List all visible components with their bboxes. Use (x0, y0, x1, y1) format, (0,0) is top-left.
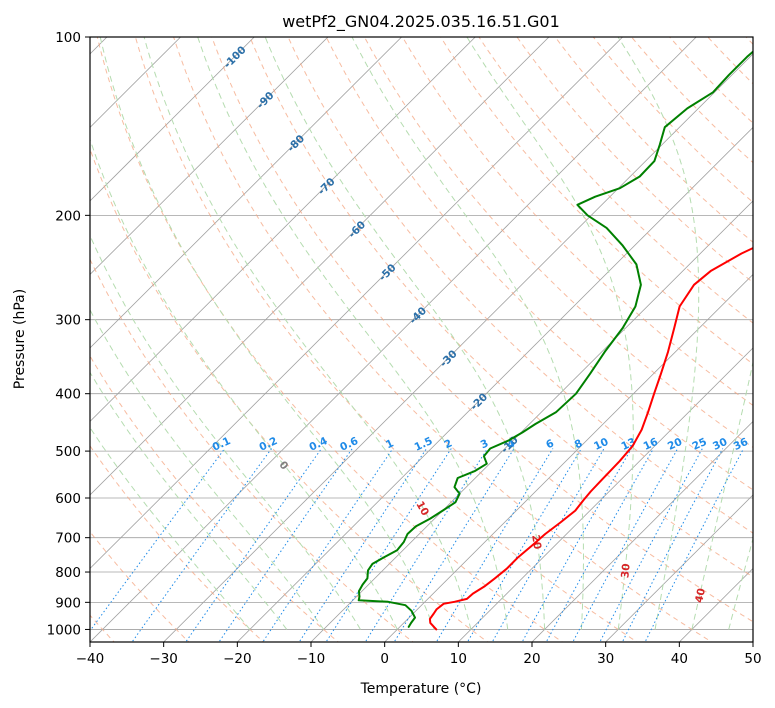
y-tick-label: 900 (55, 595, 81, 611)
y-tick-label: 200 (55, 208, 81, 224)
isotherm-line (90, 37, 255, 202)
mixing-ratio-label: 3 (479, 437, 491, 451)
moist-adiabat-line (691, 359, 753, 630)
mixing-ratio-label: 1 (384, 437, 396, 451)
dry-adiabat-line (287, 37, 753, 534)
moist-adiabat-line (351, 37, 584, 630)
x-tick-label: −40 (76, 651, 105, 667)
moist-adiabat-line (728, 536, 753, 630)
dry-adiabat-line (134, 37, 638, 642)
chart-title: wetPf2_GN04.2025.035.16.51.G01 (282, 12, 560, 32)
isotherm-line (90, 37, 403, 349)
mixing-ratio-line (185, 448, 322, 642)
isotherm-line (457, 347, 753, 642)
mixing-ratio-label: 8 (573, 437, 585, 451)
x-tick-label: 30 (597, 651, 614, 667)
dry-adiabat-line (90, 258, 414, 642)
x-tick-label: 50 (744, 651, 761, 667)
isotherm-line (90, 37, 624, 570)
y-tick-label: 700 (55, 531, 81, 547)
mixing-ratio-label: 16 (642, 436, 660, 453)
mixing-ratio-line (644, 448, 745, 642)
mixing-ratio-line (393, 448, 515, 642)
moist-adiabat-line (99, 37, 435, 630)
plot-frame (89, 36, 754, 643)
dewpoint-profile-line (357, 50, 753, 628)
x-tick-label: −20 (223, 651, 252, 667)
mixing-ratio-line (218, 448, 353, 642)
moist-adiabat-line (90, 234, 361, 630)
isotherm-line (90, 37, 329, 275)
mixing-ratio-line (364, 448, 488, 642)
isotherm-line (236, 126, 753, 642)
mixing-ratio-line (466, 448, 582, 642)
moist-adiabat-line (264, 37, 546, 630)
dry-adiabat-line (249, 37, 753, 578)
moist-adiabat-line (466, 37, 634, 630)
isotherm-line (90, 37, 476, 423)
moist-adiabat-line (90, 371, 288, 630)
mixing-ratio-label: 13 (619, 436, 637, 453)
mixing-ratio-line (621, 448, 724, 642)
moist-adiabat-line (90, 426, 251, 630)
mixing-ratio-line (521, 448, 632, 642)
isotherm-line (163, 53, 753, 642)
mixing-ratio-label: 10 (592, 436, 610, 453)
moist-adiabat-line (90, 308, 325, 630)
y-tick-label: 400 (55, 387, 81, 403)
isotherm-line (90, 37, 550, 496)
mixing-ratio-label: 25 (691, 436, 709, 453)
dry-adiabat-line (325, 37, 753, 491)
isotherm-line (90, 37, 182, 128)
dry-adiabat-line (401, 37, 753, 406)
mixing-ratio-line (435, 448, 554, 642)
mixing-ratio-line (262, 448, 394, 642)
y-tick-label: 500 (55, 444, 81, 460)
mixing-ratio-label: 30 (711, 436, 729, 453)
x-tick-label: 40 (671, 651, 688, 667)
isotherm-line (531, 420, 753, 642)
y-tick-label: 300 (55, 313, 81, 329)
mixing-ratio-line (298, 448, 428, 642)
moist-adiabat-label: 30 (619, 563, 632, 579)
y-tick-label: 600 (55, 491, 81, 507)
isotherm-line (605, 494, 753, 642)
dry-adiabat-line (90, 355, 340, 642)
y-axis: 100 200 300 400 500 600 700 800 900 1000 (47, 30, 90, 638)
moist-adiabat-line (197, 37, 509, 630)
mixing-ratio-label: 20 (666, 436, 684, 453)
y-axis-title: Pressure (hPa) (12, 289, 28, 389)
dry-adiabat-line (211, 37, 753, 623)
mixing-ratio-label: 4 (505, 437, 517, 451)
y-tick-label: 800 (55, 565, 81, 581)
dry-adiabat-line (440, 37, 753, 365)
temperature-profile-line (428, 246, 753, 631)
mixing-ratio-label: 6 (544, 437, 556, 451)
x-axis: −40 −30 −20 −10 0 10 20 30 40 50 (76, 642, 762, 667)
y-tick-label: 100 (55, 30, 81, 46)
mixing-ratio-line (545, 448, 654, 642)
series-layer (357, 50, 753, 631)
mixing-ratio-label: 36 (732, 436, 750, 453)
x-tick-label: 10 (450, 651, 467, 667)
dry-adiabat-line (96, 37, 564, 642)
moist-adiabat-label: 40 (693, 587, 708, 604)
mixing-ratio-line (325, 448, 452, 642)
moist-adiabat-line (617, 37, 700, 630)
dry-adiabat-line (516, 37, 753, 284)
isotherm-line (90, 37, 697, 642)
x-tick-label: 0 (380, 651, 389, 667)
x-tick-label: 20 (523, 651, 540, 667)
x-axis-title: Temperature (°C) (360, 681, 482, 697)
x-tick-label: −10 (297, 651, 326, 667)
grid-layer (90, 37, 753, 642)
x-tick-label: −30 (149, 651, 178, 667)
y-tick-label: 1000 (47, 622, 81, 638)
mixing-ratio-line (131, 448, 273, 642)
moist-adiabat-line (143, 37, 472, 630)
mixing-ratio-label: 2 (443, 437, 455, 451)
